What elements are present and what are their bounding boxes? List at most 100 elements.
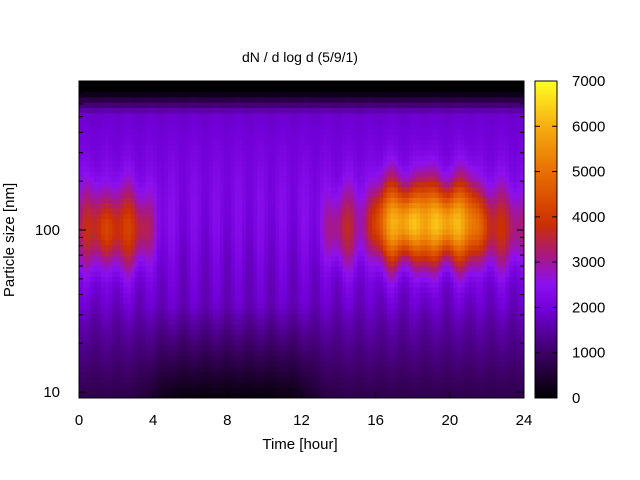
heatmap-cell xyxy=(290,297,295,304)
heatmap-cell xyxy=(93,223,99,230)
heatmap-cell xyxy=(331,339,336,346)
heatmap-cell xyxy=(201,329,206,336)
heatmap-cell xyxy=(104,297,110,304)
heatmap-cell xyxy=(179,81,184,87)
heatmap-cell xyxy=(145,165,151,172)
heatmap-cell xyxy=(320,355,325,362)
heatmap-cell xyxy=(371,334,377,341)
heatmap-cell xyxy=(127,197,132,204)
heatmap-cell xyxy=(368,154,373,161)
heatmap-cell xyxy=(223,181,228,188)
heatmap-cell xyxy=(375,139,380,145)
heatmap-cell xyxy=(301,292,306,299)
heatmap-cell xyxy=(97,281,102,288)
heatmap-cell xyxy=(379,165,384,172)
heatmap-cell xyxy=(282,250,288,256)
heatmap-cell xyxy=(175,144,180,151)
heatmap-cell xyxy=(160,160,165,167)
heatmap-cell xyxy=(320,107,325,114)
heatmap-cell xyxy=(383,255,388,262)
heatmap-cell xyxy=(130,382,136,389)
heatmap-cell xyxy=(238,186,243,193)
heatmap-cell xyxy=(327,202,332,209)
heatmap-cell xyxy=(123,160,128,167)
heatmap-cell xyxy=(294,366,299,373)
heatmap-cell xyxy=(290,239,295,246)
heatmap-cell xyxy=(368,96,373,103)
heatmap-cell xyxy=(205,292,210,299)
heatmap-cell xyxy=(79,186,84,193)
heatmap-cell xyxy=(197,292,202,299)
heatmap-cell xyxy=(175,149,180,156)
heatmap-cell xyxy=(153,107,158,114)
heatmap-cell xyxy=(342,213,347,219)
heatmap-cell xyxy=(101,91,106,98)
heatmap-cell xyxy=(168,313,173,320)
heatmap-cell xyxy=(123,197,128,204)
heatmap-cell xyxy=(127,250,132,256)
heatmap-cell xyxy=(149,255,154,262)
heatmap-cell xyxy=(357,239,362,246)
heatmap-cell xyxy=(334,191,340,198)
heatmap-cell xyxy=(79,165,84,172)
heatmap-cell xyxy=(212,366,217,373)
heatmap-cell xyxy=(212,144,217,151)
heatmap-cell xyxy=(108,350,113,357)
heatmap-cell xyxy=(346,308,351,315)
heatmap-cell xyxy=(182,329,188,336)
heatmap-cell xyxy=(79,255,84,262)
heatmap-cell xyxy=(142,117,147,124)
heatmap-cell xyxy=(116,244,121,251)
heatmap-cell xyxy=(323,197,329,204)
heatmap-cell xyxy=(327,265,332,272)
heatmap-cell xyxy=(379,81,384,87)
heatmap-cell xyxy=(190,191,195,198)
heatmap-cell xyxy=(134,371,139,378)
heatmap-cell xyxy=(279,355,284,362)
heatmap-cell xyxy=(186,318,191,325)
heatmap-cell xyxy=(227,292,232,299)
heatmap-cell xyxy=(97,107,102,114)
heatmap-cell xyxy=(297,334,303,341)
heatmap-cell xyxy=(312,250,317,256)
heatmap-cell xyxy=(208,260,214,267)
heatmap-cell xyxy=(223,234,228,241)
heatmap-cell xyxy=(279,202,284,209)
heatmap-cell xyxy=(316,313,321,320)
heatmap-cell xyxy=(82,234,88,241)
heatmap-cell xyxy=(294,265,299,272)
heatmap-cell xyxy=(223,382,228,389)
heatmap-cell xyxy=(282,355,288,362)
heatmap-cell xyxy=(334,308,340,315)
heatmap-cell xyxy=(383,276,388,283)
heatmap-cell xyxy=(308,334,314,341)
heatmap-cell xyxy=(368,139,373,145)
heatmap-cell xyxy=(101,250,106,256)
heatmap-cell xyxy=(108,329,113,336)
heatmap-cell xyxy=(286,260,291,267)
heatmap-cell xyxy=(175,371,180,378)
heatmap-cell xyxy=(79,355,84,362)
heatmap-cell xyxy=(164,213,169,219)
heatmap-cell xyxy=(149,281,154,288)
heatmap-cell xyxy=(297,250,303,256)
heatmap-cell xyxy=(290,329,295,336)
heatmap-cell xyxy=(364,191,369,198)
heatmap-cell xyxy=(90,165,95,172)
heatmap-cell xyxy=(86,96,91,103)
heatmap-cell xyxy=(279,165,284,172)
heatmap-cell xyxy=(156,345,162,352)
heatmap-cell xyxy=(279,265,284,272)
heatmap-cell xyxy=(234,186,240,193)
heatmap-cell xyxy=(275,186,280,193)
heatmap-cell xyxy=(190,329,195,336)
heatmap-cell xyxy=(349,382,355,389)
heatmap-cell xyxy=(208,292,214,299)
heatmap-cell xyxy=(104,149,110,156)
heatmap-cell xyxy=(190,281,195,288)
heatmap-cell xyxy=(349,355,355,362)
heatmap-cell xyxy=(305,302,310,309)
heatmap-cell xyxy=(134,345,139,352)
heatmap-cell xyxy=(383,297,388,304)
heatmap-cell xyxy=(368,318,373,325)
